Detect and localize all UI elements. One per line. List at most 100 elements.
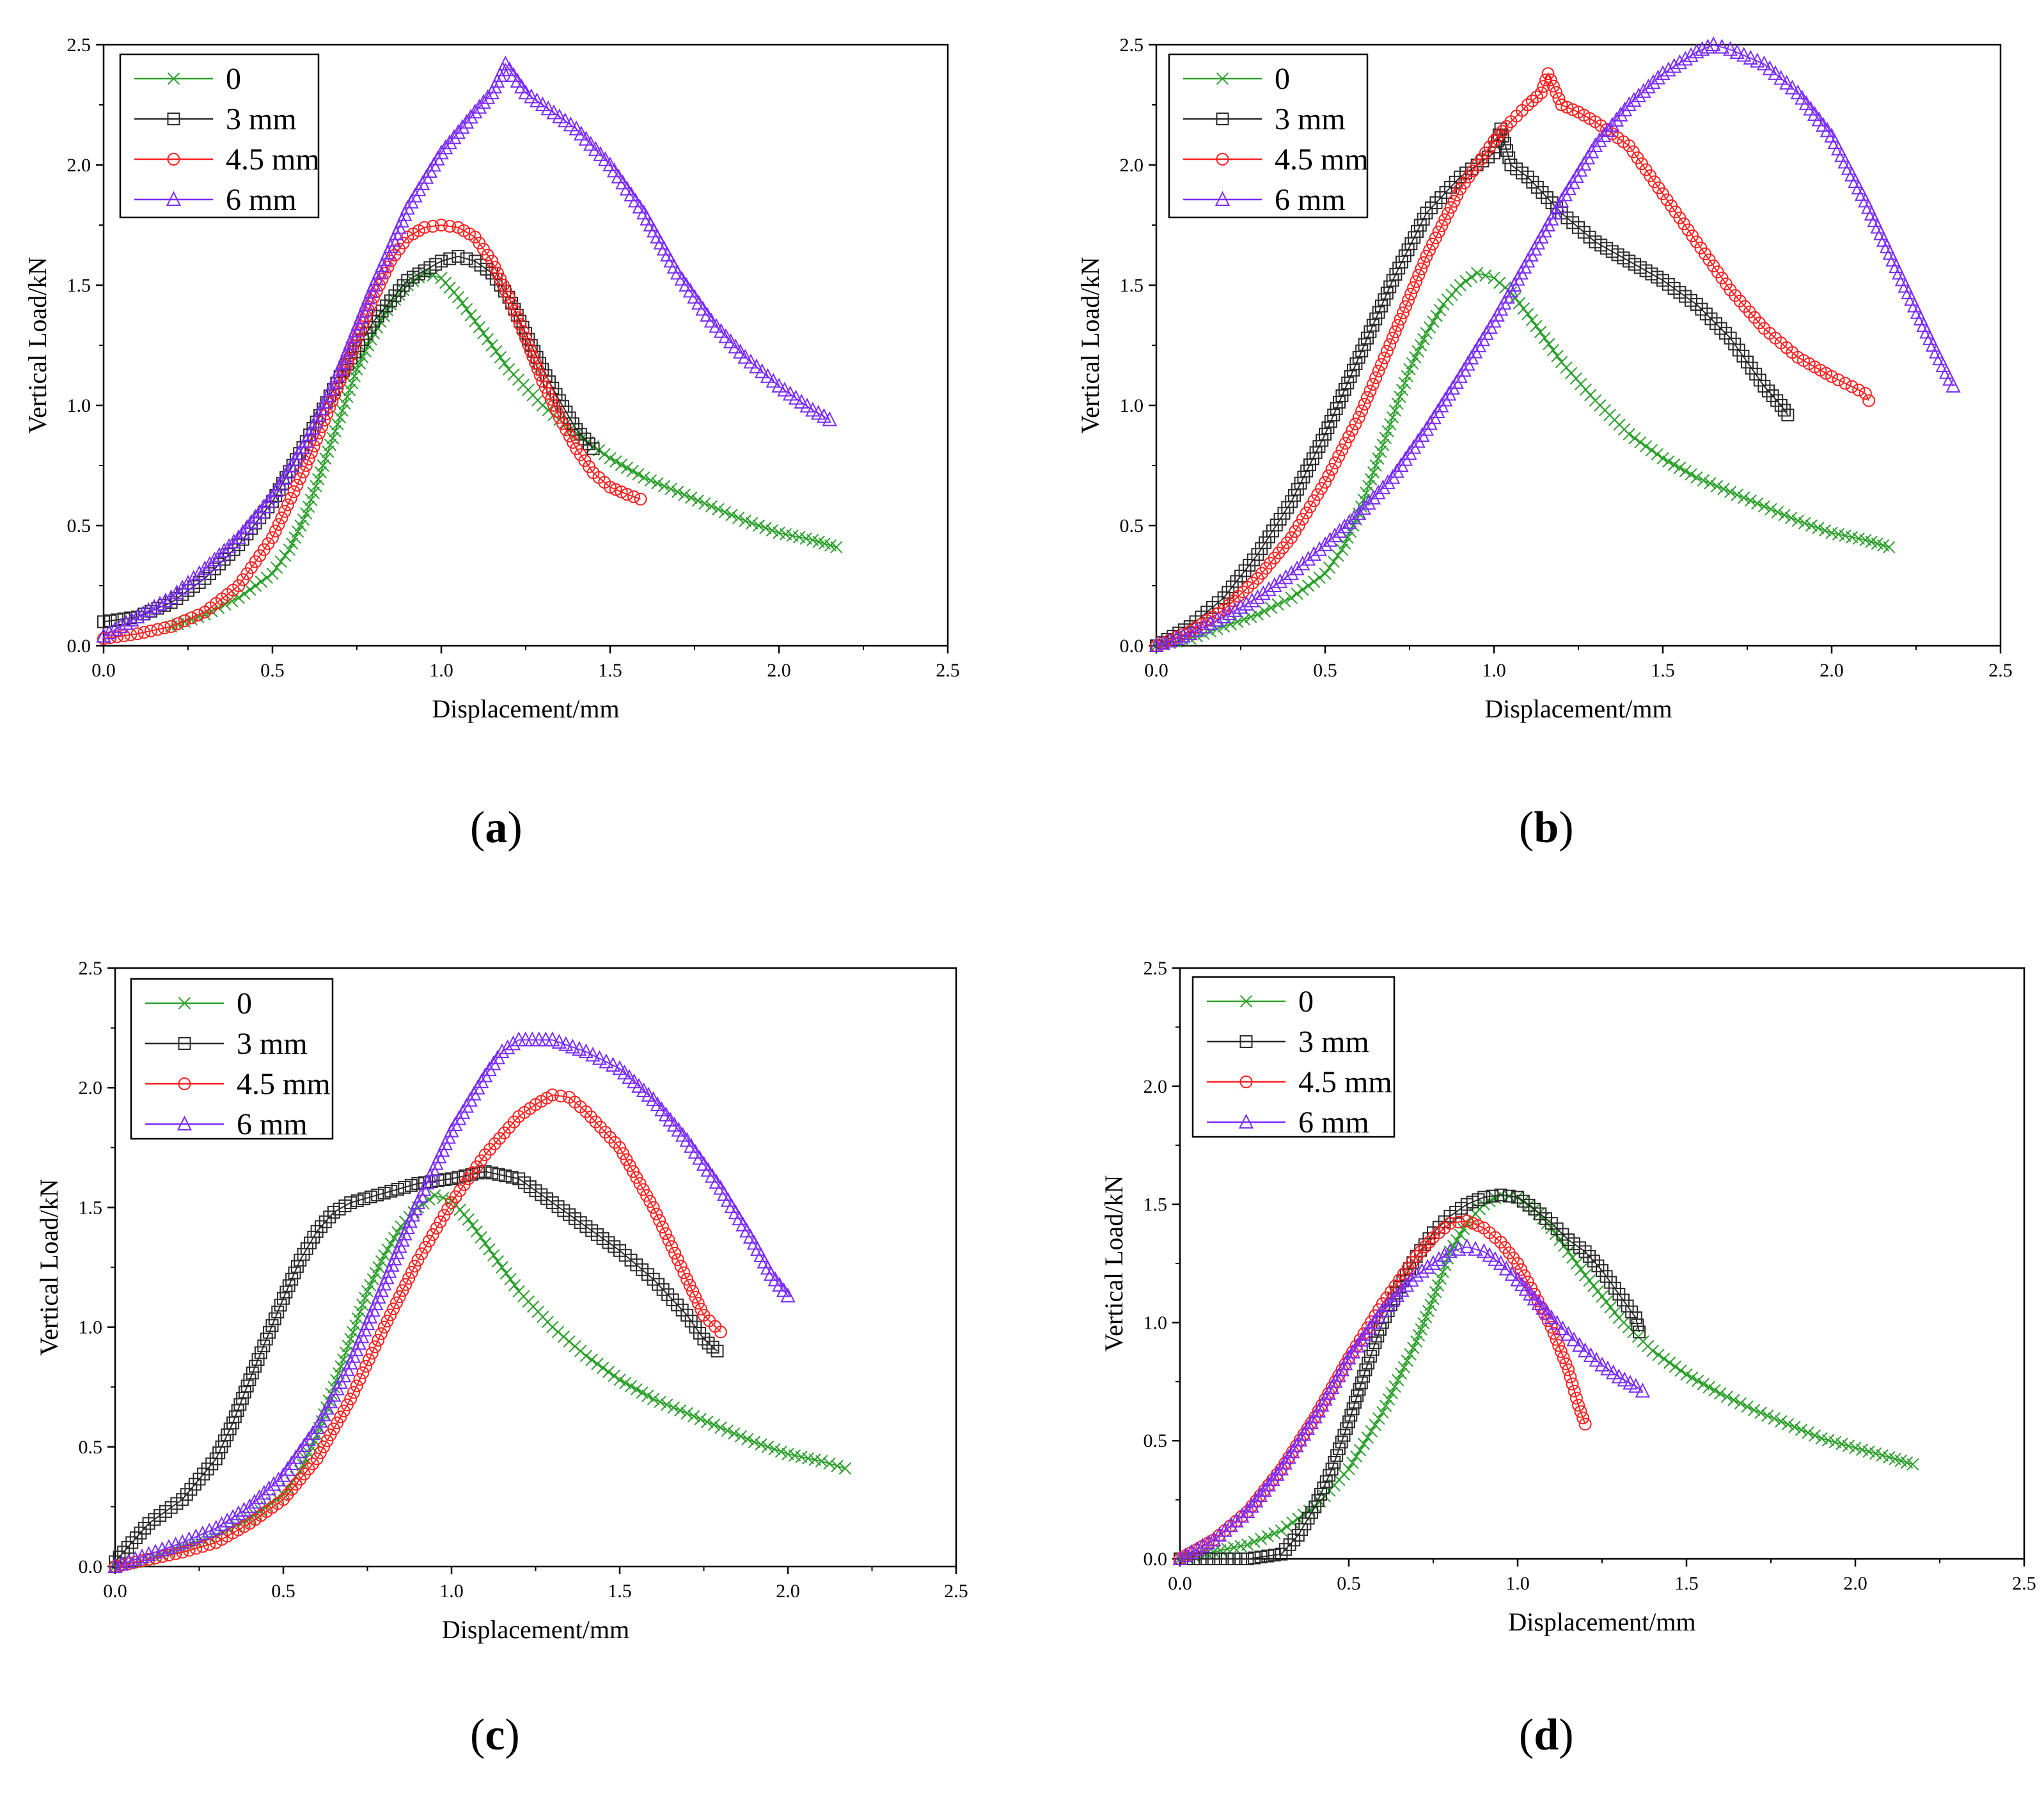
data-point bbox=[1436, 1247, 1452, 1262]
data-point bbox=[364, 1190, 377, 1203]
x-axis-title: Displacement/mm bbox=[1484, 694, 1672, 723]
data-point bbox=[469, 315, 482, 328]
data-point bbox=[1784, 512, 1798, 524]
data-point bbox=[393, 284, 405, 297]
data-point bbox=[1741, 1400, 1754, 1413]
data-point bbox=[401, 279, 414, 292]
data-point bbox=[1265, 1471, 1280, 1487]
data-point bbox=[679, 1132, 695, 1147]
data-point bbox=[1596, 1290, 1608, 1303]
data-point bbox=[1278, 569, 1294, 584]
data-point bbox=[388, 289, 402, 302]
data-point bbox=[188, 1528, 203, 1544]
data-point bbox=[265, 1319, 279, 1333]
data-point bbox=[1679, 465, 1692, 478]
data-point bbox=[415, 1247, 428, 1260]
data-point bbox=[365, 1347, 379, 1360]
data-point bbox=[1346, 1402, 1360, 1416]
data-point bbox=[728, 338, 743, 354]
chart-c: 0.0 0.5 1.0 1.5 2.0 2.5 0.0 0.5 1.0 1.5 2.0 2.5 Disp… bbox=[35, 958, 968, 1644]
data-point bbox=[1369, 371, 1383, 384]
data-point bbox=[1434, 1272, 1447, 1285]
data-point bbox=[384, 1237, 398, 1251]
data-point bbox=[1379, 1400, 1392, 1412]
data-point bbox=[1378, 293, 1391, 306]
data-point bbox=[1652, 1348, 1665, 1361]
data-point bbox=[1757, 379, 1771, 393]
data-point bbox=[1328, 456, 1342, 469]
data-point bbox=[678, 489, 691, 501]
data-point bbox=[1248, 1551, 1261, 1565]
data-point bbox=[1241, 581, 1255, 594]
data-point bbox=[1472, 1219, 1485, 1232]
data-point bbox=[1661, 61, 1676, 77]
data-point bbox=[1839, 377, 1852, 390]
data-point bbox=[545, 1031, 560, 1047]
data-point bbox=[1349, 417, 1362, 430]
y-tick-label: 2.5 bbox=[1120, 35, 1144, 56]
data-point bbox=[623, 1159, 636, 1172]
data-point bbox=[569, 120, 584, 136]
data-point bbox=[1257, 1481, 1272, 1497]
data-point bbox=[1690, 471, 1703, 484]
data-point bbox=[185, 611, 198, 625]
chart-panel-b: 0.0 0.5 1.0 1.5 2.0 2.5 0.0 0.5 1.0 1.5 2.0 2.5 Disp… bbox=[1049, 0, 2044, 852]
data-point bbox=[1700, 38, 1716, 54]
data-point bbox=[1335, 389, 1349, 402]
data-point bbox=[427, 269, 439, 282]
data-point bbox=[1550, 86, 1563, 99]
data-point bbox=[1689, 43, 1704, 59]
data-point bbox=[434, 144, 449, 160]
data-point bbox=[317, 1440, 331, 1453]
data-point bbox=[1267, 577, 1282, 592]
data-point bbox=[1251, 608, 1264, 621]
data-point bbox=[169, 584, 185, 600]
data-point bbox=[485, 1166, 499, 1180]
data-point bbox=[1241, 1552, 1254, 1565]
data-point bbox=[1583, 1347, 1599, 1363]
data-point bbox=[1500, 144, 1514, 157]
data-point bbox=[323, 1210, 336, 1224]
data-point bbox=[1338, 382, 1351, 396]
data-point bbox=[466, 1219, 479, 1232]
data-point bbox=[1417, 256, 1431, 269]
data-point bbox=[627, 490, 640, 503]
data-point bbox=[485, 339, 498, 352]
data-point bbox=[1825, 370, 1838, 383]
data-point bbox=[372, 1261, 385, 1274]
data-point bbox=[1394, 1282, 1410, 1297]
data-point bbox=[698, 497, 711, 510]
data-point bbox=[1479, 269, 1492, 282]
data-point bbox=[1672, 54, 1688, 70]
data-point bbox=[1346, 424, 1359, 437]
data-point bbox=[1356, 499, 1371, 515]
data-point bbox=[766, 373, 781, 388]
data-point bbox=[1762, 60, 1777, 75]
data-point bbox=[1426, 237, 1439, 251]
series-4-5-mm bbox=[97, 219, 647, 645]
data-point bbox=[1552, 92, 1566, 106]
data-point bbox=[1704, 312, 1718, 325]
y-tick-label: 0.0 bbox=[1120, 636, 1144, 657]
data-point bbox=[464, 309, 477, 322]
data-point bbox=[659, 1227, 672, 1240]
data-point bbox=[1587, 1255, 1600, 1268]
data-point bbox=[251, 1353, 265, 1366]
data-point bbox=[1196, 618, 1211, 634]
data-point bbox=[1545, 1320, 1558, 1334]
data-point bbox=[333, 411, 347, 424]
data-point bbox=[1694, 41, 1710, 56]
data-point bbox=[1429, 231, 1442, 245]
legend-label: 3 mm bbox=[1298, 1025, 1369, 1059]
x-axis-title: Displacement/mm bbox=[432, 694, 619, 723]
data-point bbox=[350, 1379, 363, 1393]
data-point bbox=[1639, 440, 1653, 453]
data-point bbox=[491, 1255, 505, 1268]
data-point bbox=[148, 1544, 163, 1559]
data-point bbox=[375, 304, 389, 318]
y-tick-label: 0.5 bbox=[1144, 1430, 1168, 1451]
x-tick-label: 0.0 bbox=[103, 1581, 127, 1602]
data-point bbox=[336, 404, 349, 417]
data-point bbox=[247, 1494, 262, 1509]
data-point bbox=[691, 1297, 705, 1310]
